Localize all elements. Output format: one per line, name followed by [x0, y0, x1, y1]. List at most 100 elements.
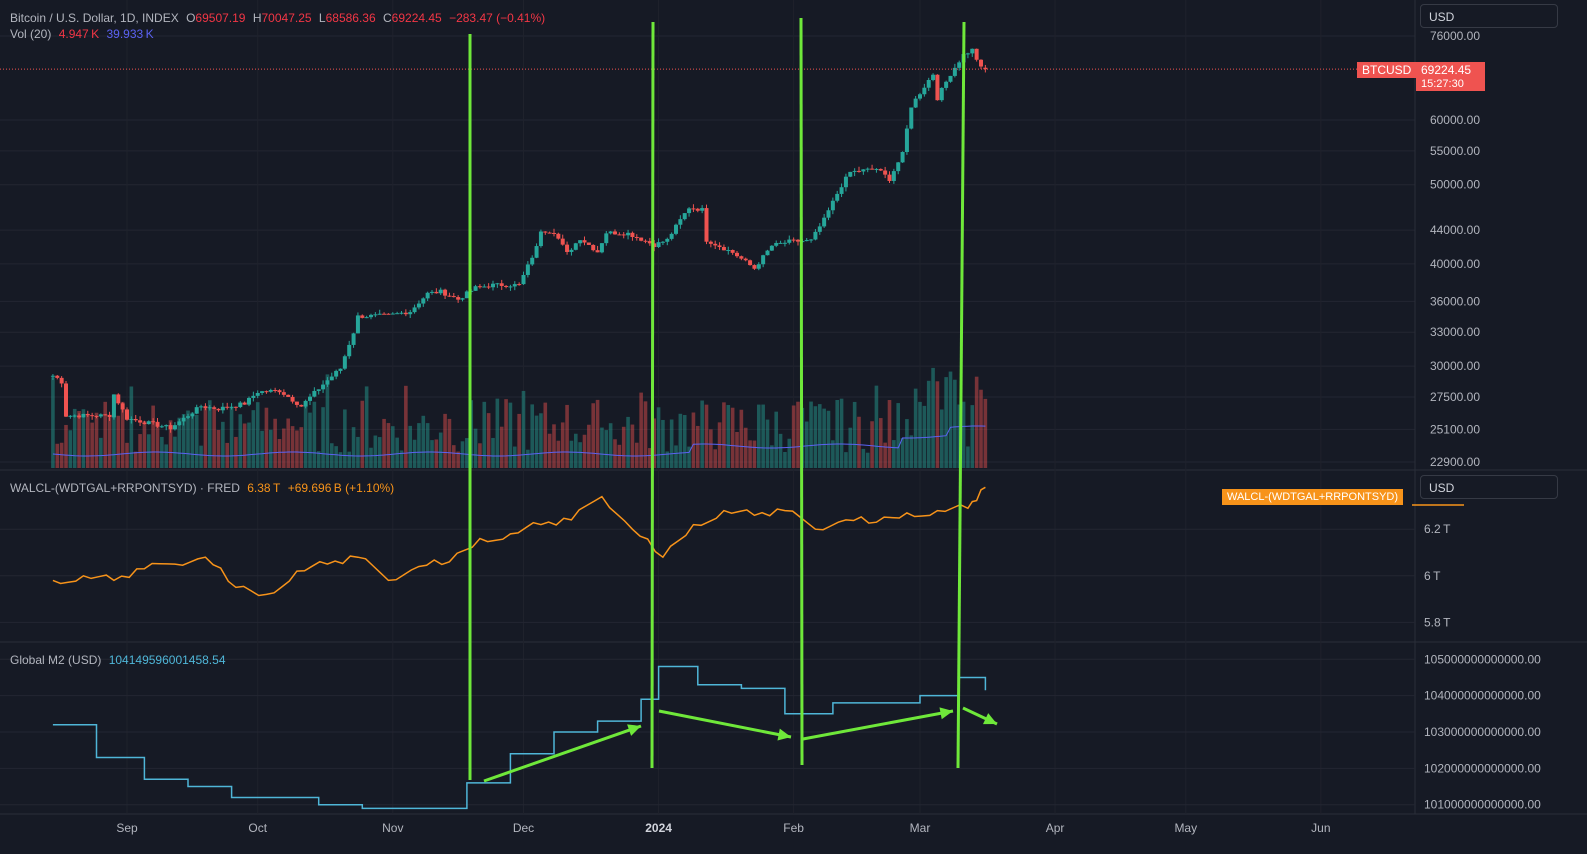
volume-bar: [905, 419, 909, 468]
price-tick-label: 25100.00: [1430, 422, 1480, 436]
volume-bar: [909, 435, 914, 468]
volume-bar: [809, 401, 813, 468]
walcl-tick-label: 5.8 T: [1424, 615, 1451, 629]
candle-body: [364, 317, 369, 319]
candle-body: [355, 315, 360, 334]
candle-body: [756, 264, 761, 269]
volume-bar: [399, 450, 404, 468]
high-label: H: [252, 11, 262, 25]
candle-body: [944, 81, 949, 88]
price-tick-label: 22900.00: [1430, 455, 1480, 469]
candle-body: [739, 256, 744, 259]
annotation-vertical-line: [650, 21, 655, 769]
volume-bar: [600, 427, 604, 468]
candle-body: [447, 295, 452, 297]
volume-bar: [517, 413, 521, 468]
candle-body: [717, 245, 722, 248]
m2-tick-label: 104000000000000.00: [1424, 689, 1541, 703]
volume-bar: [604, 430, 609, 468]
low-value: 68586.36: [325, 11, 376, 25]
volume-bar: [534, 415, 539, 468]
candle-body: [926, 80, 931, 88]
candle-body: [242, 402, 247, 405]
candle-body: [769, 245, 774, 251]
volume-bar: [277, 439, 282, 468]
candle-body: [125, 409, 129, 420]
candle-body: [177, 421, 182, 426]
volume-bar: [447, 418, 452, 468]
candle-body: [556, 233, 561, 239]
candle-body: [491, 283, 495, 288]
candle-body: [965, 53, 970, 55]
volume-bar: [138, 434, 142, 468]
volume-bar: [765, 419, 770, 468]
currency-button-price[interactable]: USD: [1420, 4, 1558, 28]
annotation-arrowhead: [777, 728, 791, 741]
candle-body: [434, 291, 439, 294]
candle-body: [482, 286, 487, 288]
candle-body: [72, 415, 77, 417]
volume-value: 4.947 K: [58, 27, 100, 41]
m2-label: Global M2 (USD): [10, 653, 102, 667]
volume-bar: [356, 436, 360, 468]
volume-bar: [242, 423, 247, 468]
volume-bar: [691, 412, 696, 468]
candle-body: [403, 312, 408, 315]
candle-body: [896, 162, 901, 172]
volume-bar: [652, 418, 657, 468]
volume-bar: [556, 440, 561, 468]
candle-body: [682, 213, 687, 220]
volume-bar: [591, 403, 596, 468]
volume-bar: [778, 433, 783, 468]
candle-body: [848, 171, 853, 177]
volume-bar: [338, 452, 343, 468]
volume-bar: [979, 389, 983, 468]
volume-bar: [186, 410, 190, 468]
volume-bar: [203, 405, 208, 468]
volume-bar: [739, 409, 744, 468]
candle-body: [264, 391, 269, 393]
volume-bar: [730, 407, 735, 468]
volume-bar: [756, 404, 761, 468]
volume-bar: [451, 445, 456, 468]
candle-body: [190, 413, 195, 417]
volume-bar: [268, 429, 273, 468]
volume-bar: [717, 422, 722, 468]
candle-body: [735, 252, 739, 257]
volume-bar: [661, 419, 665, 468]
candle-body: [721, 247, 726, 251]
volume-bar: [59, 442, 64, 468]
candle-body: [647, 241, 652, 244]
walcl-tick-label: 6.2 T: [1424, 522, 1451, 536]
volume-bar: [526, 449, 530, 468]
x-tick-label: Apr: [1046, 821, 1065, 835]
candle-body: [543, 231, 548, 233]
volume-bar: [565, 404, 569, 468]
annotation-arrow: [802, 709, 954, 741]
candle-body: [538, 231, 543, 247]
candle-body: [207, 407, 212, 409]
candle-body: [438, 289, 443, 294]
volume-bar: [857, 416, 861, 468]
volume-bar: [373, 435, 378, 468]
volume-bar: [168, 420, 173, 468]
currency-button-walcl[interactable]: USD: [1420, 475, 1558, 499]
candle-body: [98, 414, 103, 417]
volume-bar: [861, 448, 866, 468]
candle-body: [421, 298, 426, 304]
volume-bar: [931, 367, 935, 468]
candle-body: [874, 168, 879, 170]
candle-body: [652, 243, 657, 248]
volume-bar: [81, 409, 86, 468]
candle-body: [233, 406, 238, 408]
candle-body: [172, 425, 177, 430]
candle-body: [425, 292, 430, 299]
walcl-tick-label: 6 T: [1424, 569, 1441, 583]
candle-body: [861, 169, 866, 172]
volume-bar: [112, 399, 116, 468]
volume-bar: [695, 425, 700, 468]
candle-body: [918, 94, 922, 99]
high-value: 70047.25: [261, 11, 312, 25]
volume-legend: Vol (20) 4.947 K 39.933 K: [10, 26, 158, 42]
